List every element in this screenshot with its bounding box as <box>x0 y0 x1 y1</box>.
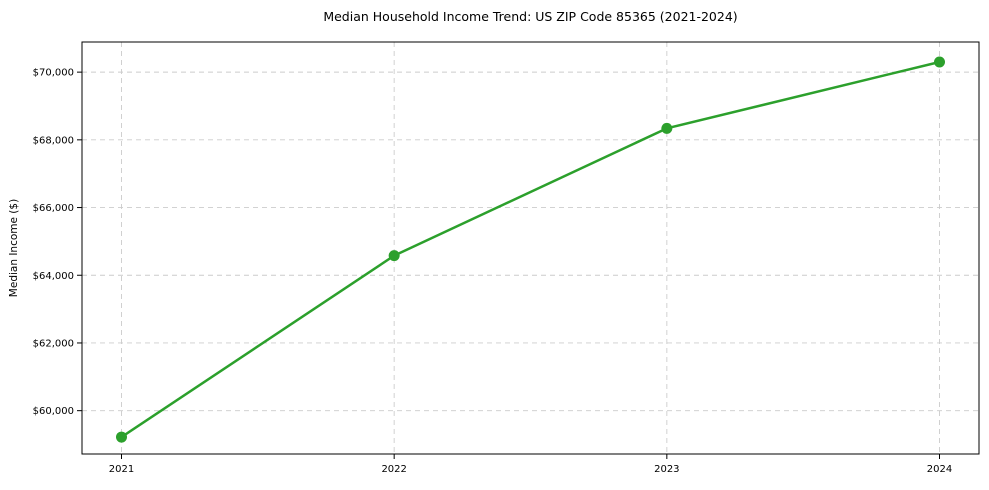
y-tick-label: $64,000 <box>33 271 74 282</box>
plot-border <box>81 41 980 455</box>
trend-line <box>120 60 940 439</box>
y-tick-label: $62,000 <box>33 338 74 349</box>
y-tick-label: $60,000 <box>33 406 74 417</box>
y-tick-label: $66,000 <box>33 203 74 214</box>
x-tick-label: 2024 <box>927 464 952 475</box>
data-point <box>661 122 673 134</box>
x-tick-label: 2021 <box>109 464 134 475</box>
y-tick-label: $68,000 <box>33 135 74 146</box>
y-tick-label: $70,000 <box>33 68 74 79</box>
chart-title: Median Household Income Trend: US ZIP Co… <box>323 9 738 24</box>
x-tick-label: 2023 <box>654 464 679 475</box>
x-tick-label: 2022 <box>381 464 406 475</box>
data-point <box>116 431 127 443</box>
data-point <box>934 56 945 68</box>
data-point <box>388 250 400 262</box>
